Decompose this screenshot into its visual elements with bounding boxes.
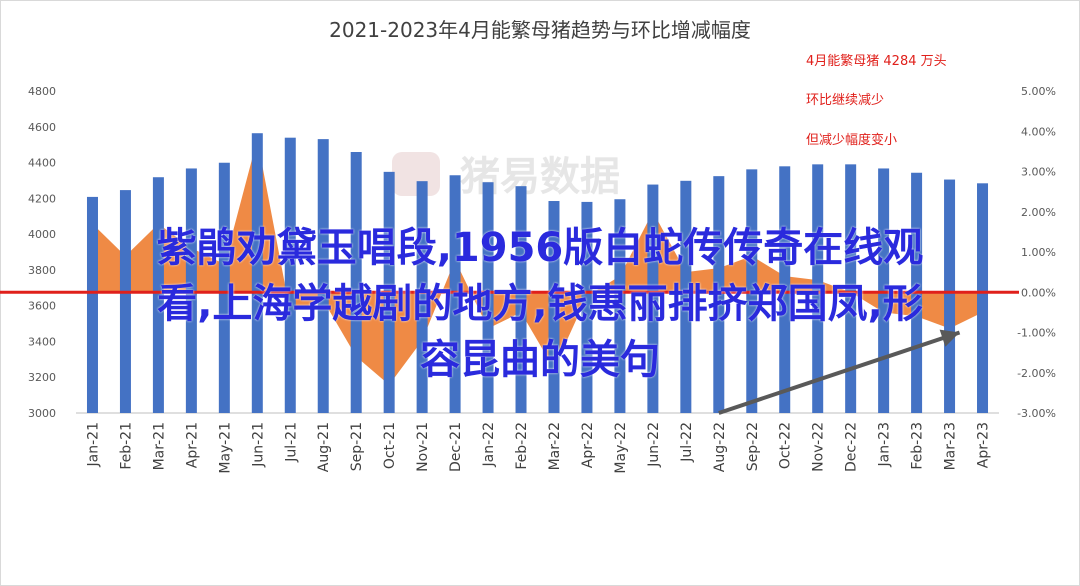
x-tick-label: May-21 [217,422,233,474]
y-tick-label: 4800 [28,85,56,98]
bar-Apr-21 [185,168,197,413]
x-tick-label: Jun-21 [250,422,266,468]
x-tick-label: Apr-21 [184,422,200,468]
y-tick-label: 4000 [28,228,56,241]
x-tick-label: Feb-23 [910,422,926,470]
bar-Nov-21 [416,181,428,413]
y-tick-label: 3400 [28,335,56,348]
bar-Feb-21 [119,190,131,413]
y2-tick-label: -3.00% [1017,407,1056,420]
y-tick-label: 4600 [28,121,56,134]
x-tick-label: Aug-21 [316,422,332,472]
bar-Jul-22 [680,180,692,413]
x-tick-label: Apr-23 [976,422,992,468]
bar-Mar-21 [152,177,164,413]
x-tick-label: Apr-22 [580,422,596,468]
x-tick-label: Oct-22 [778,422,794,469]
overlay-caption-line-3: 容昆曲的美句 [420,337,660,383]
annotation-decrease-smaller: 但减少幅度变小 [806,133,898,148]
bar-Aug-21 [317,139,329,414]
x-tick-label: Jul-21 [283,422,299,463]
y-tick-label: 3800 [28,264,56,277]
bar-Oct-22 [779,166,791,413]
x-tick-label: Jan-23 [877,422,893,467]
x-tick-label: Sep-22 [745,422,761,471]
x-tick-label: Jan-22 [481,422,497,467]
y2-tick-label: 4.00% [1021,125,1056,138]
bar-Apr-22 [581,201,593,413]
bar-Apr-23 [977,183,989,413]
bar-May-22 [614,199,626,413]
bar-May-21 [218,162,230,413]
y-tick-label: 3000 [28,407,56,420]
bar-Sep-21 [350,152,362,414]
x-tick-label: Nov-21 [415,422,431,472]
trend-arrow-head [939,329,960,347]
bar-Mar-23 [944,179,956,413]
x-tick-label: Oct-21 [382,422,398,469]
bar-Jun-21 [251,133,263,413]
overlay-caption-line-2: 看,上海学越剧的地方,钱惠丽排挤郑国凤,形 [157,281,923,327]
y2-tick-label: 0.00% [1021,286,1056,299]
annotation-continue-decrease: 环比继续减少 [806,93,885,108]
x-tick-label: Jul-22 [679,422,695,463]
bar-Jan-23 [878,168,890,413]
y2-tick-label: 2.00% [1021,206,1056,219]
x-tick-label: Jun-22 [646,422,662,468]
y2-tick-label: 5.00% [1021,85,1056,98]
y-tick-label: 4400 [28,157,56,170]
overlay-caption: 紫鹃劝黛玉唱段,1956版白蛇传传奇在线观 看,上海学越剧的地方,钱惠丽排挤郑国… [0,220,1080,388]
bar-Mar-22 [548,201,560,413]
y-tick-label: 4200 [28,192,56,205]
x-tick-label: Aug-22 [712,422,728,472]
y2-tick-label: -1.00% [1017,327,1056,340]
x-tick-label: Dec-21 [448,422,464,472]
y2-tick-label: -2.00% [1017,367,1056,380]
bar-Jul-21 [284,137,296,413]
y-tick-label: 3600 [28,300,56,313]
x-tick-label: Nov-22 [811,422,827,472]
watermark-logo [392,152,440,196]
x-tick-label: Feb-22 [514,422,530,470]
y2-tick-label: 3.00% [1021,166,1056,179]
bar-Aug-22 [713,176,725,413]
x-tick-label: Mar-21 [151,422,167,470]
bar-Dec-22 [845,164,857,413]
x-tick-label: Dec-22 [844,422,860,472]
bar-Feb-22 [515,186,527,413]
series-mom-change-area [92,139,983,385]
x-tick-label: May-22 [613,422,629,474]
x-tick-label: Mar-22 [547,422,563,470]
x-tick-label: Sep-21 [349,422,365,471]
bar-Dec-21 [449,175,461,413]
trend-arrow-line [718,330,961,415]
bar-Nov-22 [812,164,824,413]
x-tick-label: Mar-23 [943,422,959,470]
overlay-caption-line-1: 紫鹃劝黛玉唱段,1956版白蛇传传奇在线观 [156,225,924,271]
y-tick-label: 3200 [28,371,56,384]
bar-Jun-22 [647,184,659,413]
chart-title: 2021-2023年4月能繁母猪趋势与环比增减幅度 [329,18,751,42]
y2-tick-label: 1.00% [1021,246,1056,259]
bar-Jan-21 [86,196,98,413]
bar-Jan-22 [482,182,494,413]
x-tick-label: Feb-21 [118,422,134,470]
annotation-sows-count: 4月能繁母猪 4284 万头 [806,54,947,69]
x-tick-label: Jan-21 [85,422,101,467]
